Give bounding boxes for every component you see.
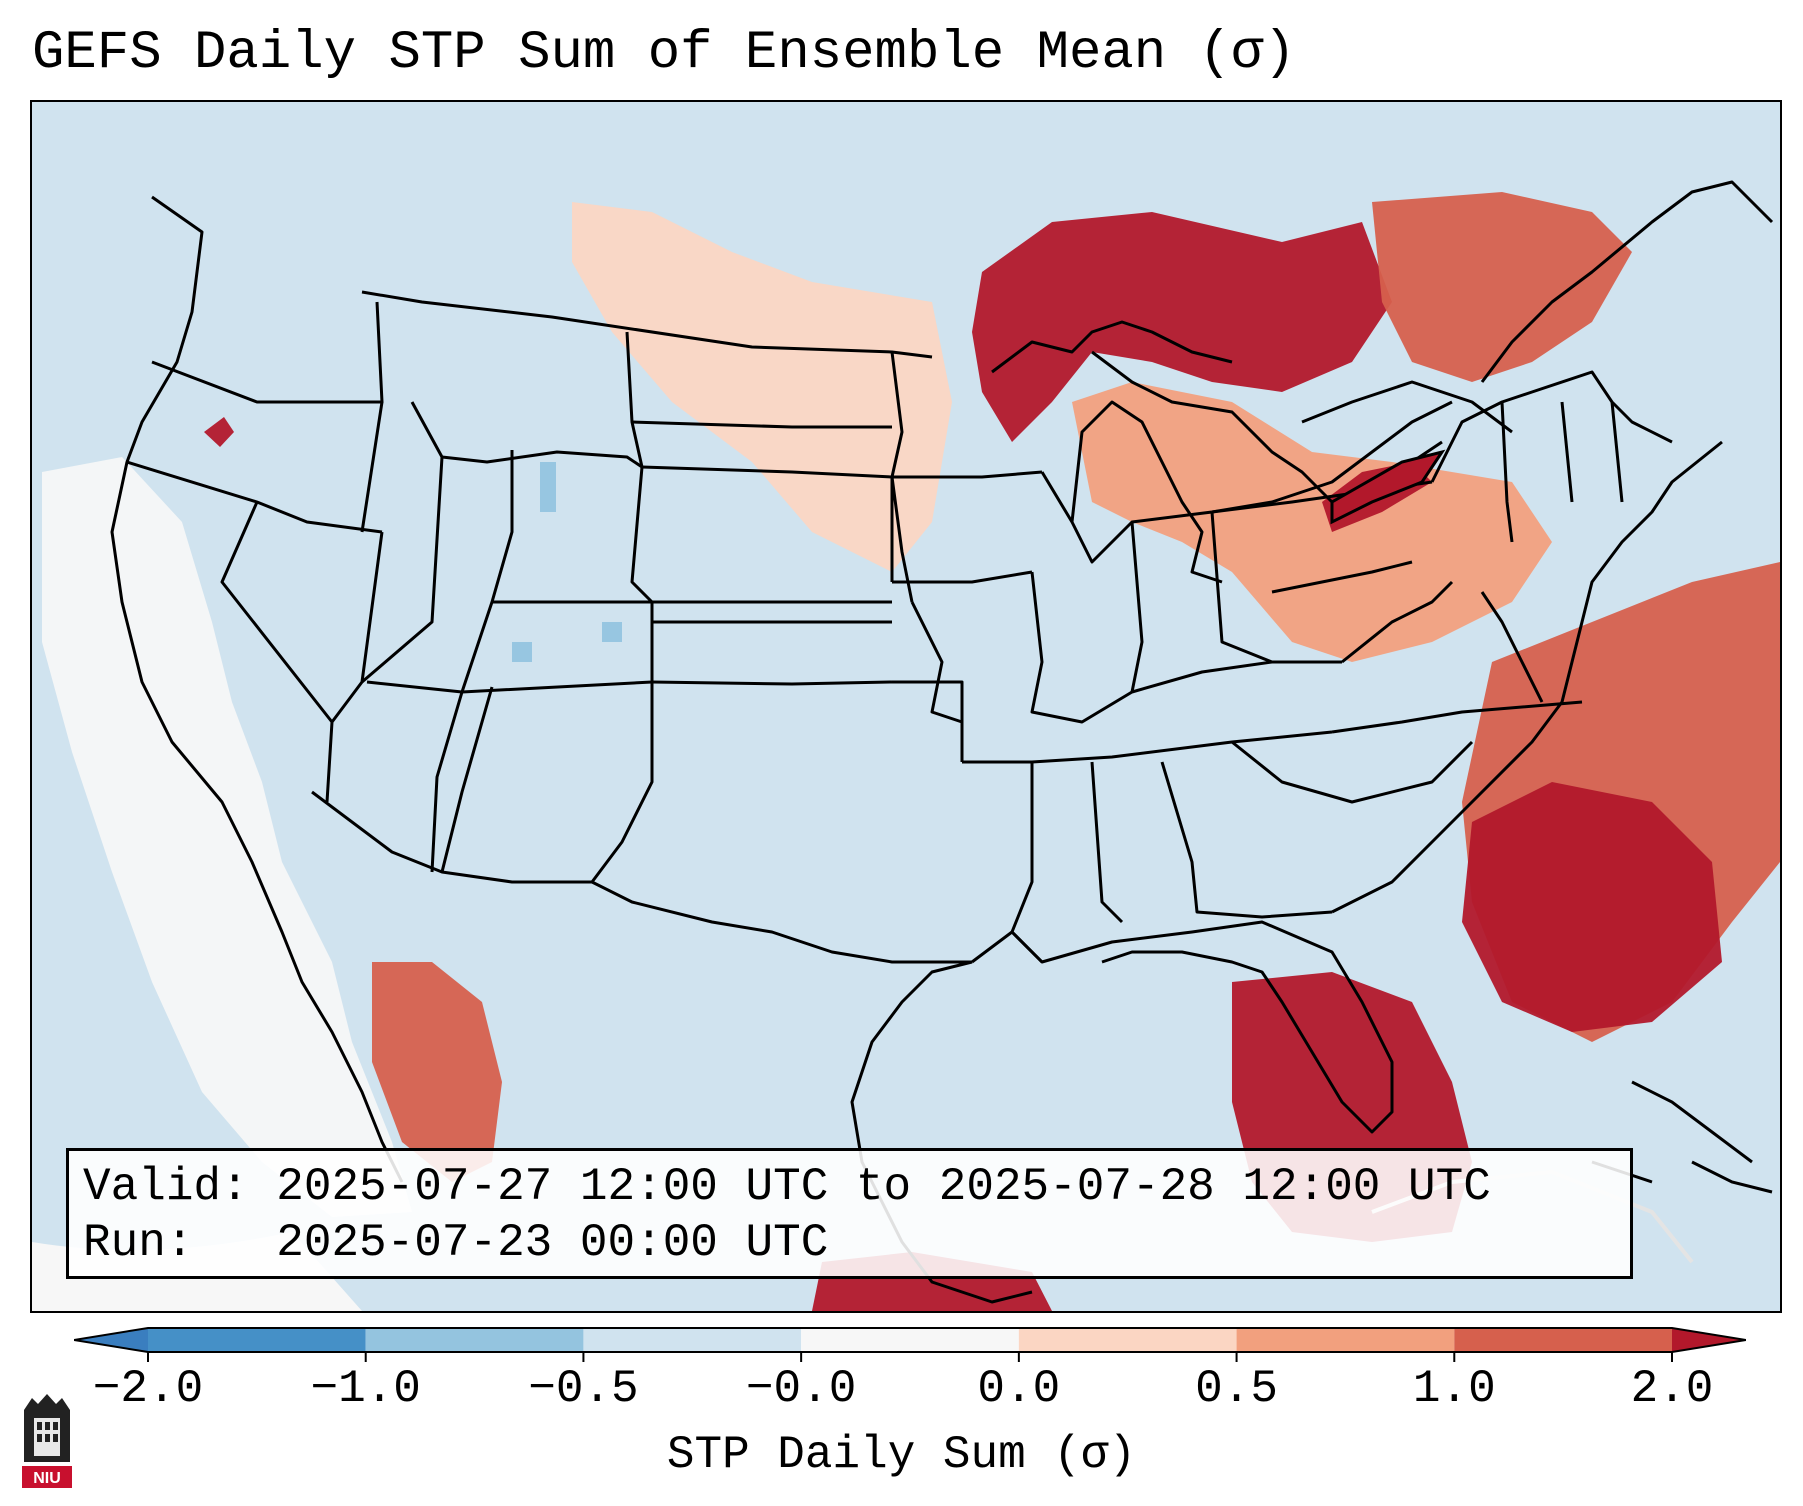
colorbar-tick-label: −0.0 [745, 1363, 857, 1415]
valid-time-text: Valid: 2025-07-27 12:00 UTC to 2025-07-2… [83, 1161, 1491, 1213]
colorbar-label: STP Daily Sum (σ) [666, 1429, 1137, 1481]
heatmap-region [372, 962, 502, 1182]
heatmap-region [1372, 192, 1632, 382]
logo-text: NIU [33, 1470, 61, 1487]
colorbar-tick-label: −2.0 [92, 1363, 204, 1415]
colorbar-segment [583, 1328, 802, 1352]
lake-erie [1330, 449, 1446, 525]
niu-logo: NIU [22, 1394, 72, 1488]
colorbar-extend-low [74, 1328, 148, 1352]
valid-run-info-box: Valid: 2025-07-27 12:00 UTC to 2025-07-2… [66, 1148, 1633, 1279]
heatmap-region [512, 642, 532, 662]
heatmap-cells [204, 192, 1780, 1311]
colorbar-segment [801, 1328, 1019, 1352]
colorbar-segment [1454, 1328, 1672, 1352]
colorbar-segment [148, 1328, 366, 1352]
heatmap-region [204, 417, 234, 447]
colorbar-tick-label: −1.0 [310, 1363, 421, 1415]
stp-map [30, 100, 1782, 1313]
heatmap-region [540, 462, 556, 512]
heatmap-region [972, 212, 1392, 442]
colorbar-tick-label: 0.5 [1195, 1363, 1278, 1415]
heatmap-region [572, 202, 952, 572]
map-title: GEFS Daily STP Sum of Ensemble Mean (σ) [32, 23, 1296, 84]
run-time-text: Run: 2025-07-23 00:00 UTC [83, 1217, 829, 1269]
colorbar-segment [365, 1328, 584, 1352]
colorbar-segment [1018, 1328, 1237, 1352]
colorbar-tick-label: 0.0 [977, 1363, 1061, 1415]
heatmap-region [1072, 382, 1552, 662]
colorbar-segment [1236, 1328, 1455, 1352]
heatmap-region [602, 622, 622, 642]
colorbar [74, 1327, 1746, 1362]
state-borders [110, 180, 1774, 1304]
colorbar-tick-label: 2.0 [1630, 1363, 1714, 1415]
heatmap-region [1462, 782, 1722, 1032]
colorbar-tick-label: 1.0 [1412, 1363, 1496, 1415]
colorbar-tick-label: −0.5 [528, 1363, 639, 1415]
colorbar-extend-high [1672, 1328, 1746, 1352]
